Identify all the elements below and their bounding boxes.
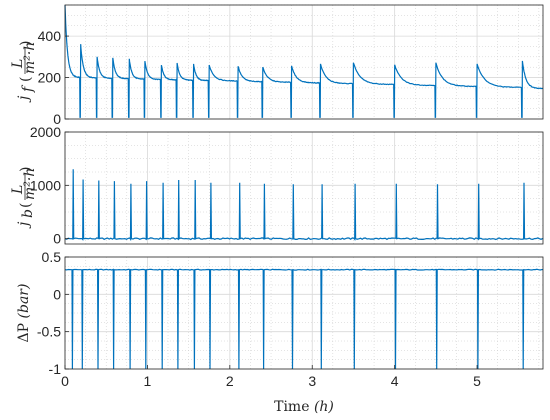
- ytick-label: 400: [38, 28, 62, 44]
- yticks-pressure: -1 -0.5 0 0.5: [37, 249, 69, 377]
- xlabel-main: Time: [274, 399, 309, 415]
- ytick-label: 200: [38, 70, 62, 86]
- ylabel-units-den: m²·h: [22, 42, 38, 74]
- ylabel-backwash-flux: j b ( L m²·h ): [10, 167, 38, 229]
- grid-pressure: [64, 256, 543, 370]
- xtick-label: 5: [473, 373, 481, 389]
- yticks-feed-flux: 0 200 400: [38, 28, 69, 127]
- panel-pressure: -1 -0.5 0 0.5 0 1 2 3 4 5 ΔP (bar) Time (h): [16, 249, 544, 415]
- xtick-label: 1: [144, 373, 152, 389]
- ylabel-units-num: L: [10, 59, 26, 69]
- yticks-backwash-flux: 0 1000 2000: [30, 124, 69, 247]
- ylabel-units: (bar): [16, 284, 32, 323]
- grid-backwash-flux: [64, 131, 543, 244]
- xlabel-time: Time (h): [274, 399, 334, 415]
- xtick-label: 2: [226, 373, 234, 389]
- feed-flux-series: [64, 5, 544, 118]
- ytick-label: 0: [53, 231, 61, 247]
- axes-frame-backwash-flux: [64, 131, 544, 245]
- ytick-label: 0: [53, 286, 61, 302]
- xtick-label: 3: [308, 373, 316, 389]
- grid-feed-flux: [64, 4, 543, 120]
- ylabel-main: j: [16, 221, 32, 229]
- ylabel-paren-close: ): [18, 167, 34, 172]
- ytick-label: -1: [49, 361, 62, 377]
- pressure-series: [64, 268, 544, 370]
- ytick-label: -0.5: [37, 324, 61, 340]
- panel-backwash-flux: 0 1000 2000 j b ( L m²·h ): [10, 124, 544, 247]
- ylabel-paren-open: (: [18, 203, 34, 208]
- axes-frame-pressure: [64, 256, 544, 370]
- ylabel-paren-open: (: [18, 77, 34, 82]
- xtick-label: 0: [61, 373, 69, 389]
- ylabel-sub: b: [20, 209, 36, 218]
- ylabel-units-num: L: [10, 185, 26, 195]
- ytick-label: 0: [53, 111, 61, 127]
- xticks-pressure: 0 1 2 3 4 5: [61, 365, 481, 389]
- ylabel-paren-close: ): [18, 41, 34, 46]
- panel-feed-flux: 0 200 400 j f ( L m²·h ): [10, 4, 544, 127]
- ylabel-feed-flux: j f ( L m²·h ): [10, 41, 38, 103]
- xtick-label: 4: [391, 373, 399, 389]
- ylabel-pressure: ΔP (bar): [16, 284, 32, 343]
- backwash-flux-series: [64, 169, 544, 242]
- ylabel-main: j: [16, 95, 32, 103]
- ytick-label: 0.5: [42, 249, 62, 265]
- axes-frame-feed-flux: [64, 4, 544, 120]
- ylabel-main: ΔP: [16, 323, 32, 343]
- ytick-label: 2000: [30, 124, 61, 140]
- xlabel-units: (h): [310, 399, 334, 415]
- ylabel-units-den: m²·h: [22, 168, 38, 200]
- ylabel-sub: f: [20, 84, 36, 93]
- ytick-label: 1000: [30, 177, 61, 193]
